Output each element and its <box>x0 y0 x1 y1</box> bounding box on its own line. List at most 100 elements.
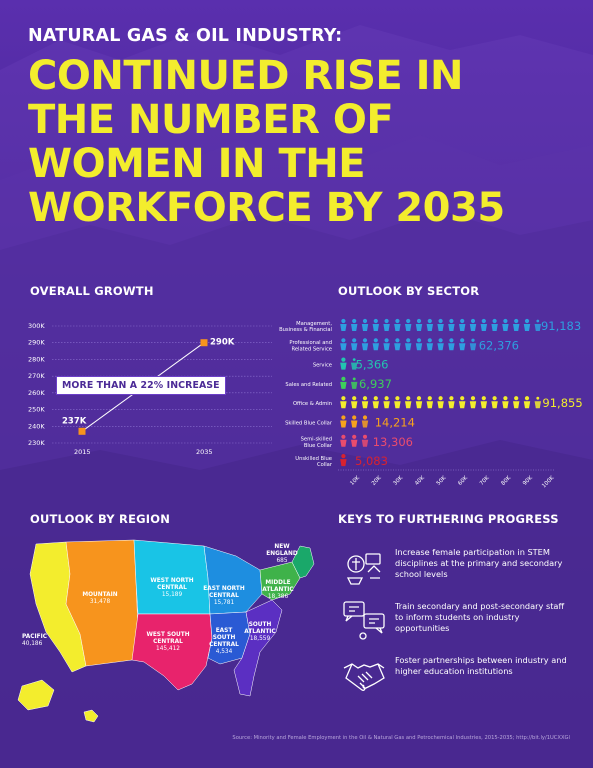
region-name: CENTRAL <box>209 593 239 599</box>
region-name: PACIFIC <box>22 634 47 640</box>
stem-education-icon <box>346 553 381 585</box>
region-value: 685 <box>276 558 287 564</box>
y-tick-label: 280K <box>28 355 45 363</box>
sector-label: Business & Financial <box>279 327 332 333</box>
region-west-south-central <box>131 613 213 691</box>
sector-bar <box>340 434 369 447</box>
region-value: 15,781 <box>214 600 235 606</box>
y-tick-label: 250K <box>28 406 45 414</box>
region-name: MOUNTAIN <box>82 592 117 598</box>
sector-label: Professional and <box>289 340 332 346</box>
y-tick-label: 270K <box>28 372 45 380</box>
header: NATURAL GAS & OIL INDUSTRY: CONTINUED RI… <box>28 26 568 230</box>
region-name: ATLANTIC <box>262 587 293 593</box>
outlook-by-region-title: OUTLOOK BY REGION <box>30 512 171 526</box>
sector-value: 62,376 <box>479 338 519 352</box>
sector-value: 91,183 <box>541 319 581 333</box>
sector-value: 91,855 <box>542 396 582 410</box>
key-text: Train secondary and post-secondary staff… <box>395 601 565 633</box>
sector-value: 13,306 <box>373 435 413 449</box>
x-tick-label: 20K <box>371 475 383 487</box>
sector-value: 5,366 <box>356 358 389 372</box>
region-name: SOUTH <box>213 635 236 641</box>
region-name: WEST SOUTH <box>146 632 189 638</box>
region-east-north-central <box>203 545 263 615</box>
region-name: MIDDLE <box>265 580 290 586</box>
x-tick-label: 2015 <box>74 448 91 456</box>
title-line: THE NUMBER OF <box>28 97 394 143</box>
x-tick-label: 90K <box>522 475 534 487</box>
value-label: 237K <box>62 416 87 426</box>
increase-callout: MORE THAN A 22% INCREASE <box>56 376 226 395</box>
staff-training-icon <box>343 601 385 640</box>
sector-bar <box>340 396 541 409</box>
title-line: CONTINUED RISE IN <box>28 53 464 99</box>
y-tick-label: 290K <box>28 339 45 347</box>
title-line: WOMEN IN THE <box>28 141 366 187</box>
source-note: Source: Minority and Female Employment i… <box>232 735 570 741</box>
region-value: 4,534 <box>216 649 233 655</box>
sector-value: 14,214 <box>375 416 415 430</box>
x-tick-label: 60K <box>457 475 469 487</box>
region-map: PACIFIC 40,186 MOUNTAIN 31,478 WEST NORT… <box>14 534 324 734</box>
handshake-icon <box>343 663 385 691</box>
sector-label: Management, <box>296 321 332 327</box>
sector-bar <box>340 357 358 370</box>
x-tick-label: 2035 <box>196 448 213 456</box>
sector-label: Blue Collar <box>304 443 333 449</box>
sector-bar <box>340 318 541 331</box>
sector-bar <box>340 415 369 428</box>
region-new-england <box>291 545 315 579</box>
region-name: WEST NORTH <box>150 578 193 584</box>
sector-bar <box>340 454 347 467</box>
region-name: EAST NORTH <box>203 586 245 592</box>
supertitle: NATURAL GAS & OIL INDUSTRY: <box>28 26 343 46</box>
region-value: 40,186 <box>22 641 43 647</box>
key-text: Foster partnerships between industry and… <box>395 655 567 676</box>
outlook-by-sector-chart: Management, Business & Financial 91,183 Pro… <box>270 312 582 492</box>
region-name: CENTRAL <box>157 585 187 591</box>
key-text: Increase female participation in STEM di… <box>395 547 563 579</box>
sector-label: Skilled Blue Collar <box>285 421 333 427</box>
x-tick-label: 70K <box>479 475 491 487</box>
region-name: ATLANTIC <box>244 629 275 635</box>
region-name: CENTRAL <box>209 642 239 648</box>
region-value: 18,386 <box>268 594 289 600</box>
growth-point <box>78 427 86 435</box>
region-name: SOUTH <box>249 622 272 628</box>
outlook-by-sector-title: OUTLOOK BY SECTOR <box>338 284 480 298</box>
region-value: 145,412 <box>156 646 180 652</box>
x-tick-label: 80K <box>500 475 512 487</box>
sector-bar <box>340 376 358 389</box>
y-tick-label: 230K <box>28 439 45 447</box>
x-tick-label: 10K <box>349 475 361 487</box>
region-south-atlantic <box>233 599 283 697</box>
value-label: 290K <box>210 338 235 348</box>
y-tick-label: 300K <box>28 322 45 330</box>
region-pacific-alaska <box>17 679 55 711</box>
sector-label: Related Service <box>291 346 332 352</box>
sector-label: Unskilled Blue <box>295 456 332 462</box>
region-value: 15,189 <box>162 592 183 598</box>
sector-bar <box>340 338 477 351</box>
sector-label: Semi-skilled <box>301 437 332 443</box>
overall-growth-chart: 300K 290K 280K 270K 260K 250K 240K 230K 237K 2015… <box>22 316 282 466</box>
x-tick-label: 40K <box>414 475 426 487</box>
region-value: 31,478 <box>90 599 111 605</box>
keys-title: KEYS TO FURTHERING PROGRESS <box>338 512 559 526</box>
region-value: 18,559 <box>250 636 271 642</box>
region-pacific-hawaii <box>83 709 99 723</box>
region-west-north-central <box>133 539 211 615</box>
region-name: CENTRAL <box>153 639 183 645</box>
sector-label: Office & Admin <box>293 401 332 407</box>
sector-value: 5,083 <box>355 454 388 468</box>
sector-label: Sales and Related <box>285 382 332 388</box>
growth-point <box>200 339 208 347</box>
main-title: CONTINUED RISE IN THE NUMBER OF WOMEN IN… <box>28 54 568 230</box>
y-tick-label: 240K <box>28 422 45 430</box>
x-tick-label: 30K <box>392 475 404 487</box>
region-name: ENGLAND <box>266 551 298 557</box>
x-tick-label: 100K <box>541 475 555 489</box>
sector-label: Collar <box>317 462 333 468</box>
title-line: WORKFORCE BY 2035 <box>28 185 505 231</box>
